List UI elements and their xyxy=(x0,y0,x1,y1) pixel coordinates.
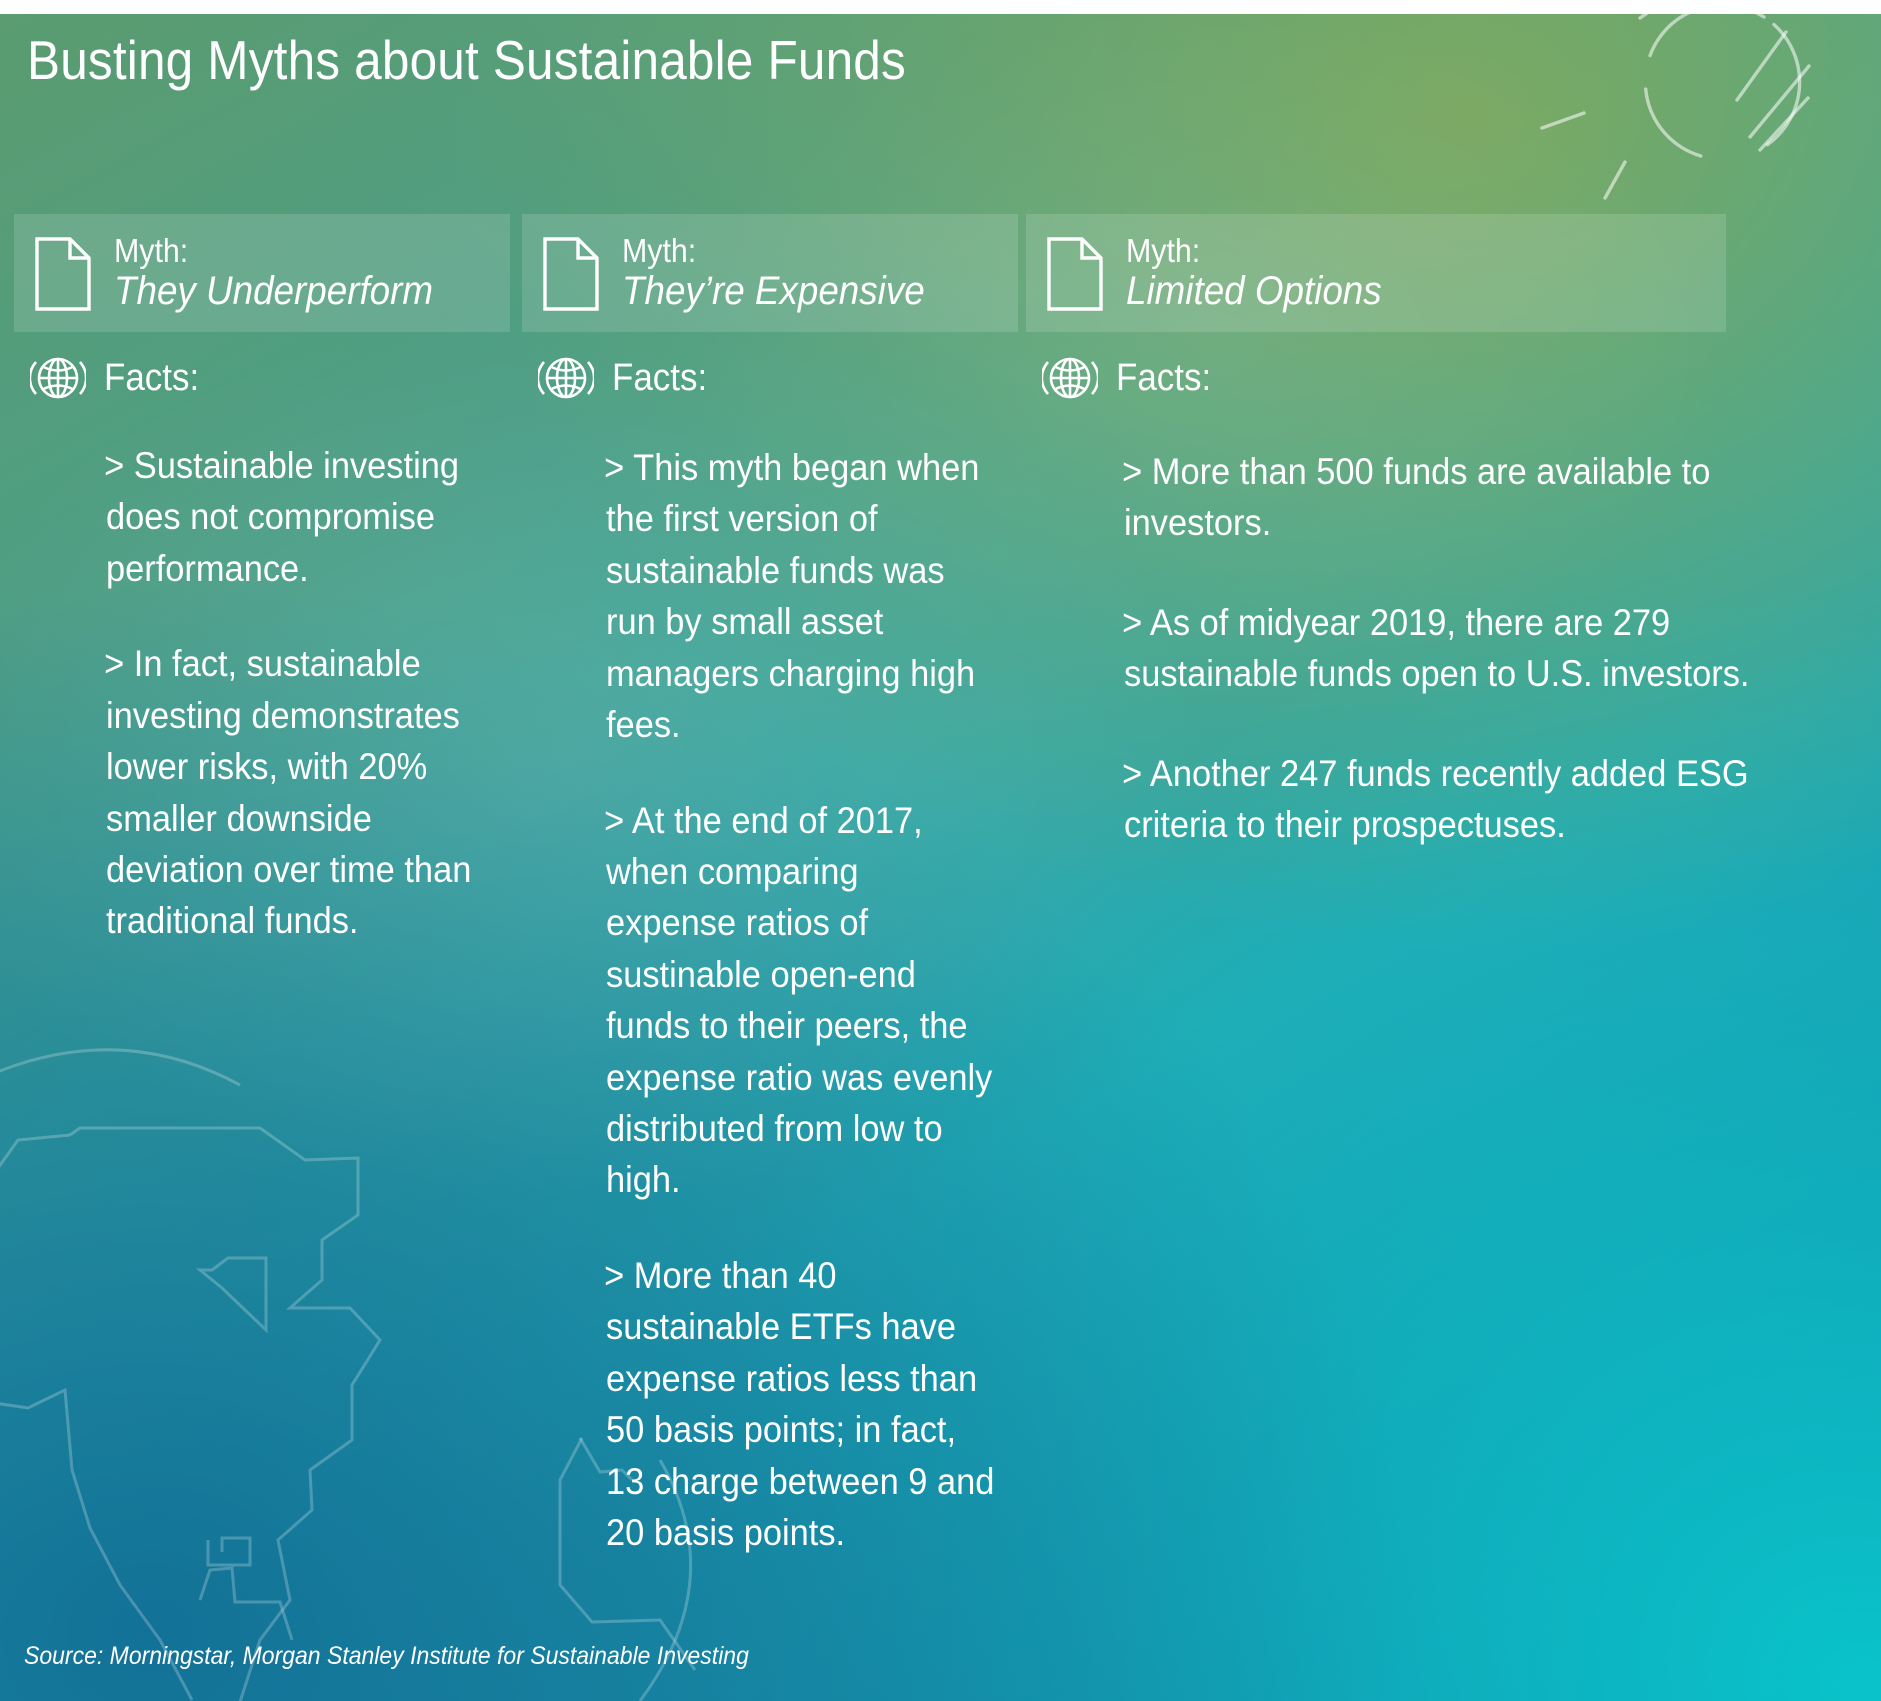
myth-header-band-1: Myth: They Underperform xyxy=(14,214,510,332)
facts-label-2: Facts: xyxy=(612,356,708,399)
fact-item: > This myth began when the first version… xyxy=(604,447,980,746)
page-title: Busting Myths about Sustainable Funds xyxy=(27,29,906,91)
facts-label-1: Facts: xyxy=(104,356,200,399)
myth-column-2: Myth: They’re Expensive Facts: > xyxy=(522,214,1032,1602)
myth-header-band-2: Myth: They’re Expensive xyxy=(522,214,1018,332)
fact-item: > Sustainable investing does not comprom… xyxy=(104,445,459,589)
facts-header-2: Facts: xyxy=(522,350,1032,406)
document-icon xyxy=(543,237,599,311)
myth-column-1: Myth: They Underperform Facts: > xyxy=(14,214,534,991)
myth-label-2: Myth: xyxy=(622,232,697,270)
fact-item: > Another 247 funds recently added ESG c… xyxy=(1122,752,1749,846)
document-icon xyxy=(35,237,91,311)
myth-header-band-3: Myth: Limited Options xyxy=(1026,214,1726,332)
myth-name-2: They’re Expensive xyxy=(622,268,925,313)
fact-item: > At the end of 2017, when comparing exp… xyxy=(604,799,993,1201)
myth-header-text-1: Myth: They Underperform xyxy=(114,233,461,313)
globe-icon xyxy=(538,357,594,399)
fact-item: > More than 500 funds are available to i… xyxy=(1122,451,1711,544)
document-icon xyxy=(1047,237,1103,311)
source-note: Source: Morningstar, Morgan Stanley Inst… xyxy=(24,1642,749,1670)
facts-label-3: Facts: xyxy=(1116,356,1212,399)
fact-item: > In fact, sustainable investing demonst… xyxy=(104,643,472,942)
facts-list-2: > This myth began when the first version… xyxy=(522,442,1032,1558)
facts-list-3: > More than 500 funds are available to i… xyxy=(1026,446,1871,851)
myth-name-3: Limited Options xyxy=(1126,268,1382,313)
myth-name-1: They Underperform xyxy=(114,268,434,313)
fact-item: > As of midyear 2019, there are 279 sust… xyxy=(1122,601,1750,695)
fact-item: > More than 40 sustainable ETFs have exp… xyxy=(604,1254,995,1554)
globe-icon xyxy=(1042,357,1098,399)
facts-header-3: Facts: xyxy=(1026,350,1871,406)
globe-icon xyxy=(30,357,86,399)
myth-header-text-3: Myth: Limited Options xyxy=(1126,233,1404,313)
myth-column-3: Myth: Limited Options Facts: > Mo xyxy=(1026,214,1871,899)
myth-label-3: Myth: xyxy=(1126,232,1201,270)
facts-list-1: > Sustainable investing does not comprom… xyxy=(14,440,534,947)
facts-header-1: Facts: xyxy=(14,350,534,406)
myth-label-1: Myth: xyxy=(114,232,189,270)
myth-header-text-2: Myth: They’re Expensive xyxy=(622,233,951,313)
